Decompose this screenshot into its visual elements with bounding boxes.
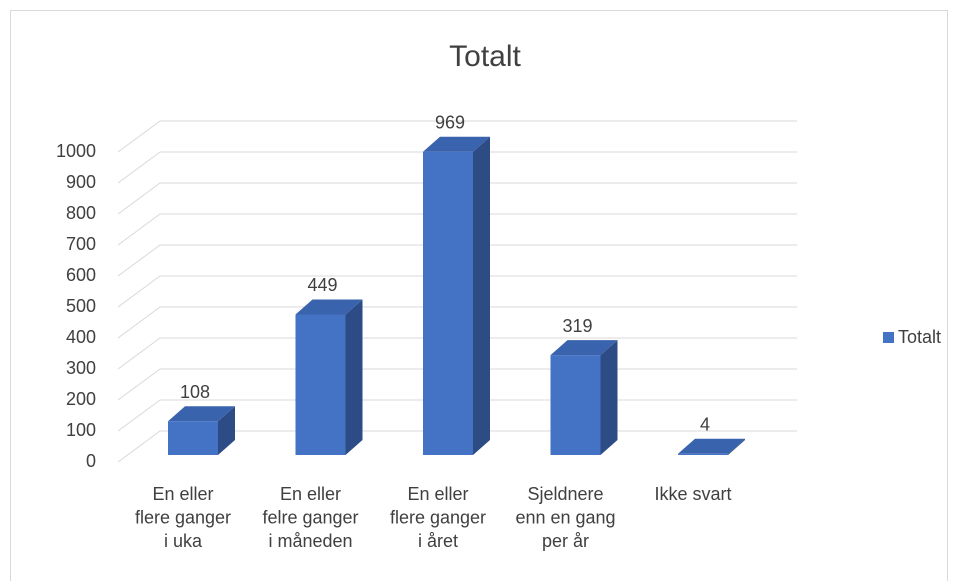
- x-tick-label: Sjeldnere enn en gang per år: [515, 484, 615, 551]
- bar-side: [218, 406, 235, 455]
- y-tick-label: 0: [86, 451, 96, 471]
- y-tick-label: 900: [66, 172, 96, 192]
- grid-line: [117, 275, 797, 308]
- value-label: 108: [180, 382, 210, 402]
- bar: [295, 299, 363, 455]
- bar-front: [168, 421, 218, 455]
- grid-line: [117, 337, 797, 370]
- chart-frame: [10, 10, 948, 581]
- y-tick-label: 100: [66, 420, 96, 440]
- bar-top: [550, 340, 618, 356]
- bar: [168, 406, 235, 455]
- value-label: 969: [435, 112, 465, 132]
- x-tick-label: Ikke svart: [654, 484, 731, 504]
- bar-front: [295, 314, 346, 455]
- grid-line: [117, 120, 797, 153]
- bar-top: [678, 438, 745, 454]
- bar: [550, 340, 618, 455]
- legend-label: Totalt: [898, 327, 941, 347]
- y-tick-label: 600: [66, 265, 96, 285]
- grid-line: [117, 151, 797, 184]
- bar-top: [295, 299, 363, 315]
- value-label: 449: [307, 275, 337, 295]
- y-tick-label: 300: [66, 358, 96, 378]
- value-label: 4: [700, 414, 710, 434]
- bar-top: [423, 136, 490, 152]
- bar-front: [678, 453, 728, 455]
- y-tick-label: 1000: [56, 141, 96, 161]
- grid-line: [117, 244, 797, 277]
- y-tick-label: 400: [66, 327, 96, 347]
- y-tick-label: 200: [66, 389, 96, 409]
- grid-line: [117, 182, 797, 215]
- y-tick-label: 500: [66, 296, 96, 316]
- chart-title: Totalt: [449, 40, 521, 73]
- bar-side: [473, 136, 490, 455]
- value-label: 319: [562, 316, 592, 336]
- bar-side: [600, 340, 618, 455]
- x-tick-label: En eller flere ganger i året: [390, 484, 486, 551]
- bar-side: [728, 438, 745, 455]
- bar: [423, 136, 490, 455]
- y-tick-label: 700: [66, 234, 96, 254]
- bar-front: [423, 151, 473, 455]
- grid-line: [117, 213, 797, 246]
- x-tick-label: En eller flere ganger i uka: [135, 484, 231, 551]
- bar: [678, 438, 745, 455]
- grid-line: [117, 306, 797, 339]
- bar-side: [345, 299, 363, 455]
- x-tick-label: En eller felre ganger i måneden: [262, 484, 358, 551]
- y-tick-label: 800: [66, 203, 96, 223]
- bar-top: [168, 406, 235, 422]
- bar-front: [550, 355, 601, 455]
- legend-swatch: [883, 332, 894, 343]
